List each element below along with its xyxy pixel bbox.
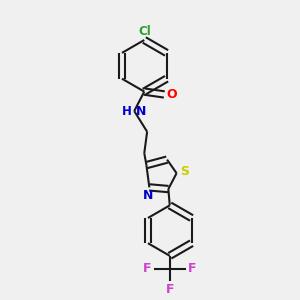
Text: H: H	[122, 105, 132, 119]
Text: O: O	[167, 88, 177, 101]
Text: F: F	[143, 262, 152, 275]
Text: Cl: Cl	[138, 25, 151, 38]
Text: F: F	[188, 262, 196, 275]
Text: F: F	[166, 283, 174, 296]
Text: N: N	[143, 189, 153, 202]
Text: N: N	[136, 105, 147, 119]
Text: S: S	[180, 165, 189, 178]
